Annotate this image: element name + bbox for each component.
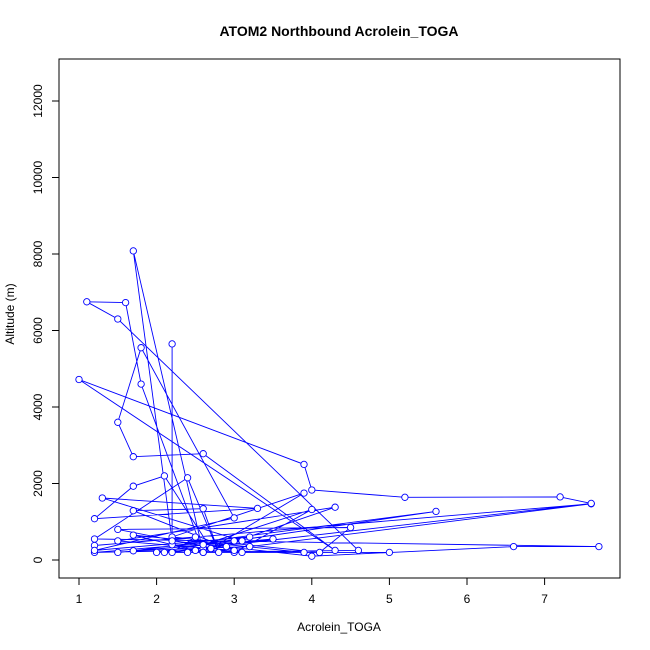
data-point bbox=[215, 548, 223, 557]
data-point bbox=[238, 537, 246, 545]
data-point bbox=[308, 552, 316, 560]
data-point bbox=[98, 494, 106, 502]
series-line bbox=[78, 250, 599, 557]
data-point bbox=[114, 537, 122, 545]
series-layer bbox=[75, 247, 603, 560]
y-tick-label: 2000 bbox=[31, 470, 45, 497]
data-point bbox=[246, 533, 254, 541]
data-point bbox=[129, 547, 137, 555]
data-point bbox=[183, 548, 192, 557]
chart-title: ATOM2 Northbound Acrolein_TOGA bbox=[219, 23, 458, 39]
data-point bbox=[331, 503, 339, 511]
data-point bbox=[230, 514, 238, 522]
data-point bbox=[129, 453, 137, 461]
y-tick-label: 10000 bbox=[31, 160, 45, 194]
data-point bbox=[191, 546, 200, 555]
x-tick-label: 6 bbox=[464, 592, 471, 606]
data-point bbox=[90, 546, 99, 555]
data-point bbox=[121, 298, 130, 307]
data-point bbox=[230, 546, 238, 555]
data-point bbox=[199, 450, 207, 458]
data-point bbox=[183, 474, 192, 482]
data-point bbox=[160, 472, 169, 480]
data-point bbox=[152, 548, 161, 557]
data-point bbox=[401, 493, 409, 501]
data-point bbox=[587, 499, 595, 508]
x-axis: 1 2 3 4 5 6 7 bbox=[76, 577, 548, 606]
data-point bbox=[595, 542, 603, 551]
data-point bbox=[129, 507, 137, 515]
data-point bbox=[114, 315, 122, 323]
x-tick-label: 4 bbox=[308, 592, 315, 606]
x-tick-label: 1 bbox=[76, 592, 83, 606]
data-point bbox=[90, 515, 99, 523]
data-point bbox=[129, 247, 137, 255]
data-point bbox=[114, 418, 122, 426]
y-tick-label: 8000 bbox=[31, 240, 45, 267]
y-axis: 0 2000 4000 6000 8000 10000 12000 bbox=[31, 84, 60, 563]
data-point bbox=[253, 504, 262, 513]
data-point bbox=[168, 548, 176, 557]
data-point bbox=[207, 544, 215, 553]
x-tick-label: 3 bbox=[231, 592, 238, 606]
data-point bbox=[238, 548, 246, 557]
data-point bbox=[230, 537, 238, 545]
data-point bbox=[385, 548, 394, 557]
x-tick-label: 2 bbox=[153, 592, 160, 606]
data-point bbox=[75, 375, 83, 384]
data-point bbox=[168, 340, 176, 348]
data-point bbox=[300, 548, 308, 557]
data-point bbox=[346, 523, 355, 532]
data-point bbox=[199, 541, 207, 549]
data-point bbox=[199, 505, 207, 513]
data-point bbox=[331, 546, 339, 555]
data-point bbox=[308, 486, 316, 494]
data-point bbox=[354, 546, 363, 555]
data-point bbox=[308, 505, 316, 514]
data-point bbox=[114, 525, 122, 534]
data-point bbox=[137, 344, 145, 352]
data-point bbox=[432, 507, 440, 516]
data-point bbox=[556, 493, 564, 501]
data-point bbox=[191, 533, 200, 541]
data-point bbox=[114, 548, 122, 557]
data-point bbox=[222, 542, 231, 551]
data-point bbox=[129, 482, 137, 490]
data-point bbox=[129, 531, 137, 539]
data-point bbox=[300, 460, 308, 469]
data-point bbox=[509, 542, 518, 551]
data-point bbox=[269, 535, 277, 543]
data-point bbox=[83, 298, 91, 306]
data-point bbox=[315, 548, 324, 557]
y-tick-label: 0 bbox=[31, 556, 45, 563]
x-tick-label: 7 bbox=[541, 592, 548, 606]
x-axis-label: Acrolein_TOGA bbox=[297, 620, 381, 634]
y-axis-label: Altitude (m) bbox=[3, 283, 17, 344]
data-point bbox=[137, 380, 145, 388]
data-point bbox=[160, 548, 169, 557]
plot-frame bbox=[58, 58, 621, 579]
x-tick-label: 5 bbox=[386, 592, 393, 606]
data-point bbox=[246, 542, 254, 551]
y-tick-label: 6000 bbox=[31, 317, 45, 344]
data-point bbox=[90, 535, 99, 543]
data-point bbox=[168, 537, 176, 545]
y-tick-label: 12000 bbox=[31, 84, 45, 118]
data-point bbox=[199, 548, 207, 557]
y-tick-label: 4000 bbox=[31, 393, 45, 420]
data-point bbox=[300, 489, 308, 497]
